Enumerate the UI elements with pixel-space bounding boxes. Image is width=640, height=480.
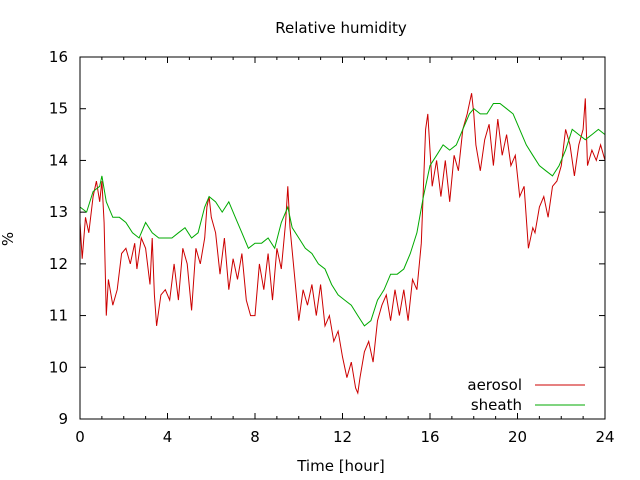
series-line-sheath xyxy=(79,103,606,327)
x-tick-label: 24 xyxy=(595,428,614,446)
plot-frame xyxy=(79,56,606,420)
x-tick-label: 16 xyxy=(420,428,439,446)
y-tick-label: 9 xyxy=(58,410,68,428)
y-tick-label: 15 xyxy=(49,100,68,118)
series-line-aerosol xyxy=(79,93,606,395)
x-tick-label: 12 xyxy=(333,428,352,446)
y-tick-label: 11 xyxy=(49,307,68,325)
x-tick-label: 20 xyxy=(508,428,527,446)
legend-label-sheath: sheath xyxy=(471,396,522,414)
chart-title: Relative humidity xyxy=(275,19,407,37)
y-axis-label: % xyxy=(0,232,17,246)
y-tick-label: 14 xyxy=(49,151,68,169)
y-tick-label: 16 xyxy=(49,48,68,66)
series-lines xyxy=(79,93,606,395)
axis-tick-labels: 0 4 8 12 16 20 24 9 10 11 12 13 14 15 16 xyxy=(49,48,615,446)
x-tick-label: 0 xyxy=(75,428,85,446)
x-tick-label: 8 xyxy=(250,428,260,446)
x-tick-label: 4 xyxy=(163,428,173,446)
x-axis-label: Time [hour] xyxy=(296,457,385,475)
y-tick-label: 13 xyxy=(49,203,68,221)
y-tick-label: 10 xyxy=(49,358,68,376)
y-tick-label: 12 xyxy=(49,255,68,273)
legend-label-aerosol: aerosol xyxy=(467,376,522,394)
legend: aerosol sheath xyxy=(467,376,585,414)
